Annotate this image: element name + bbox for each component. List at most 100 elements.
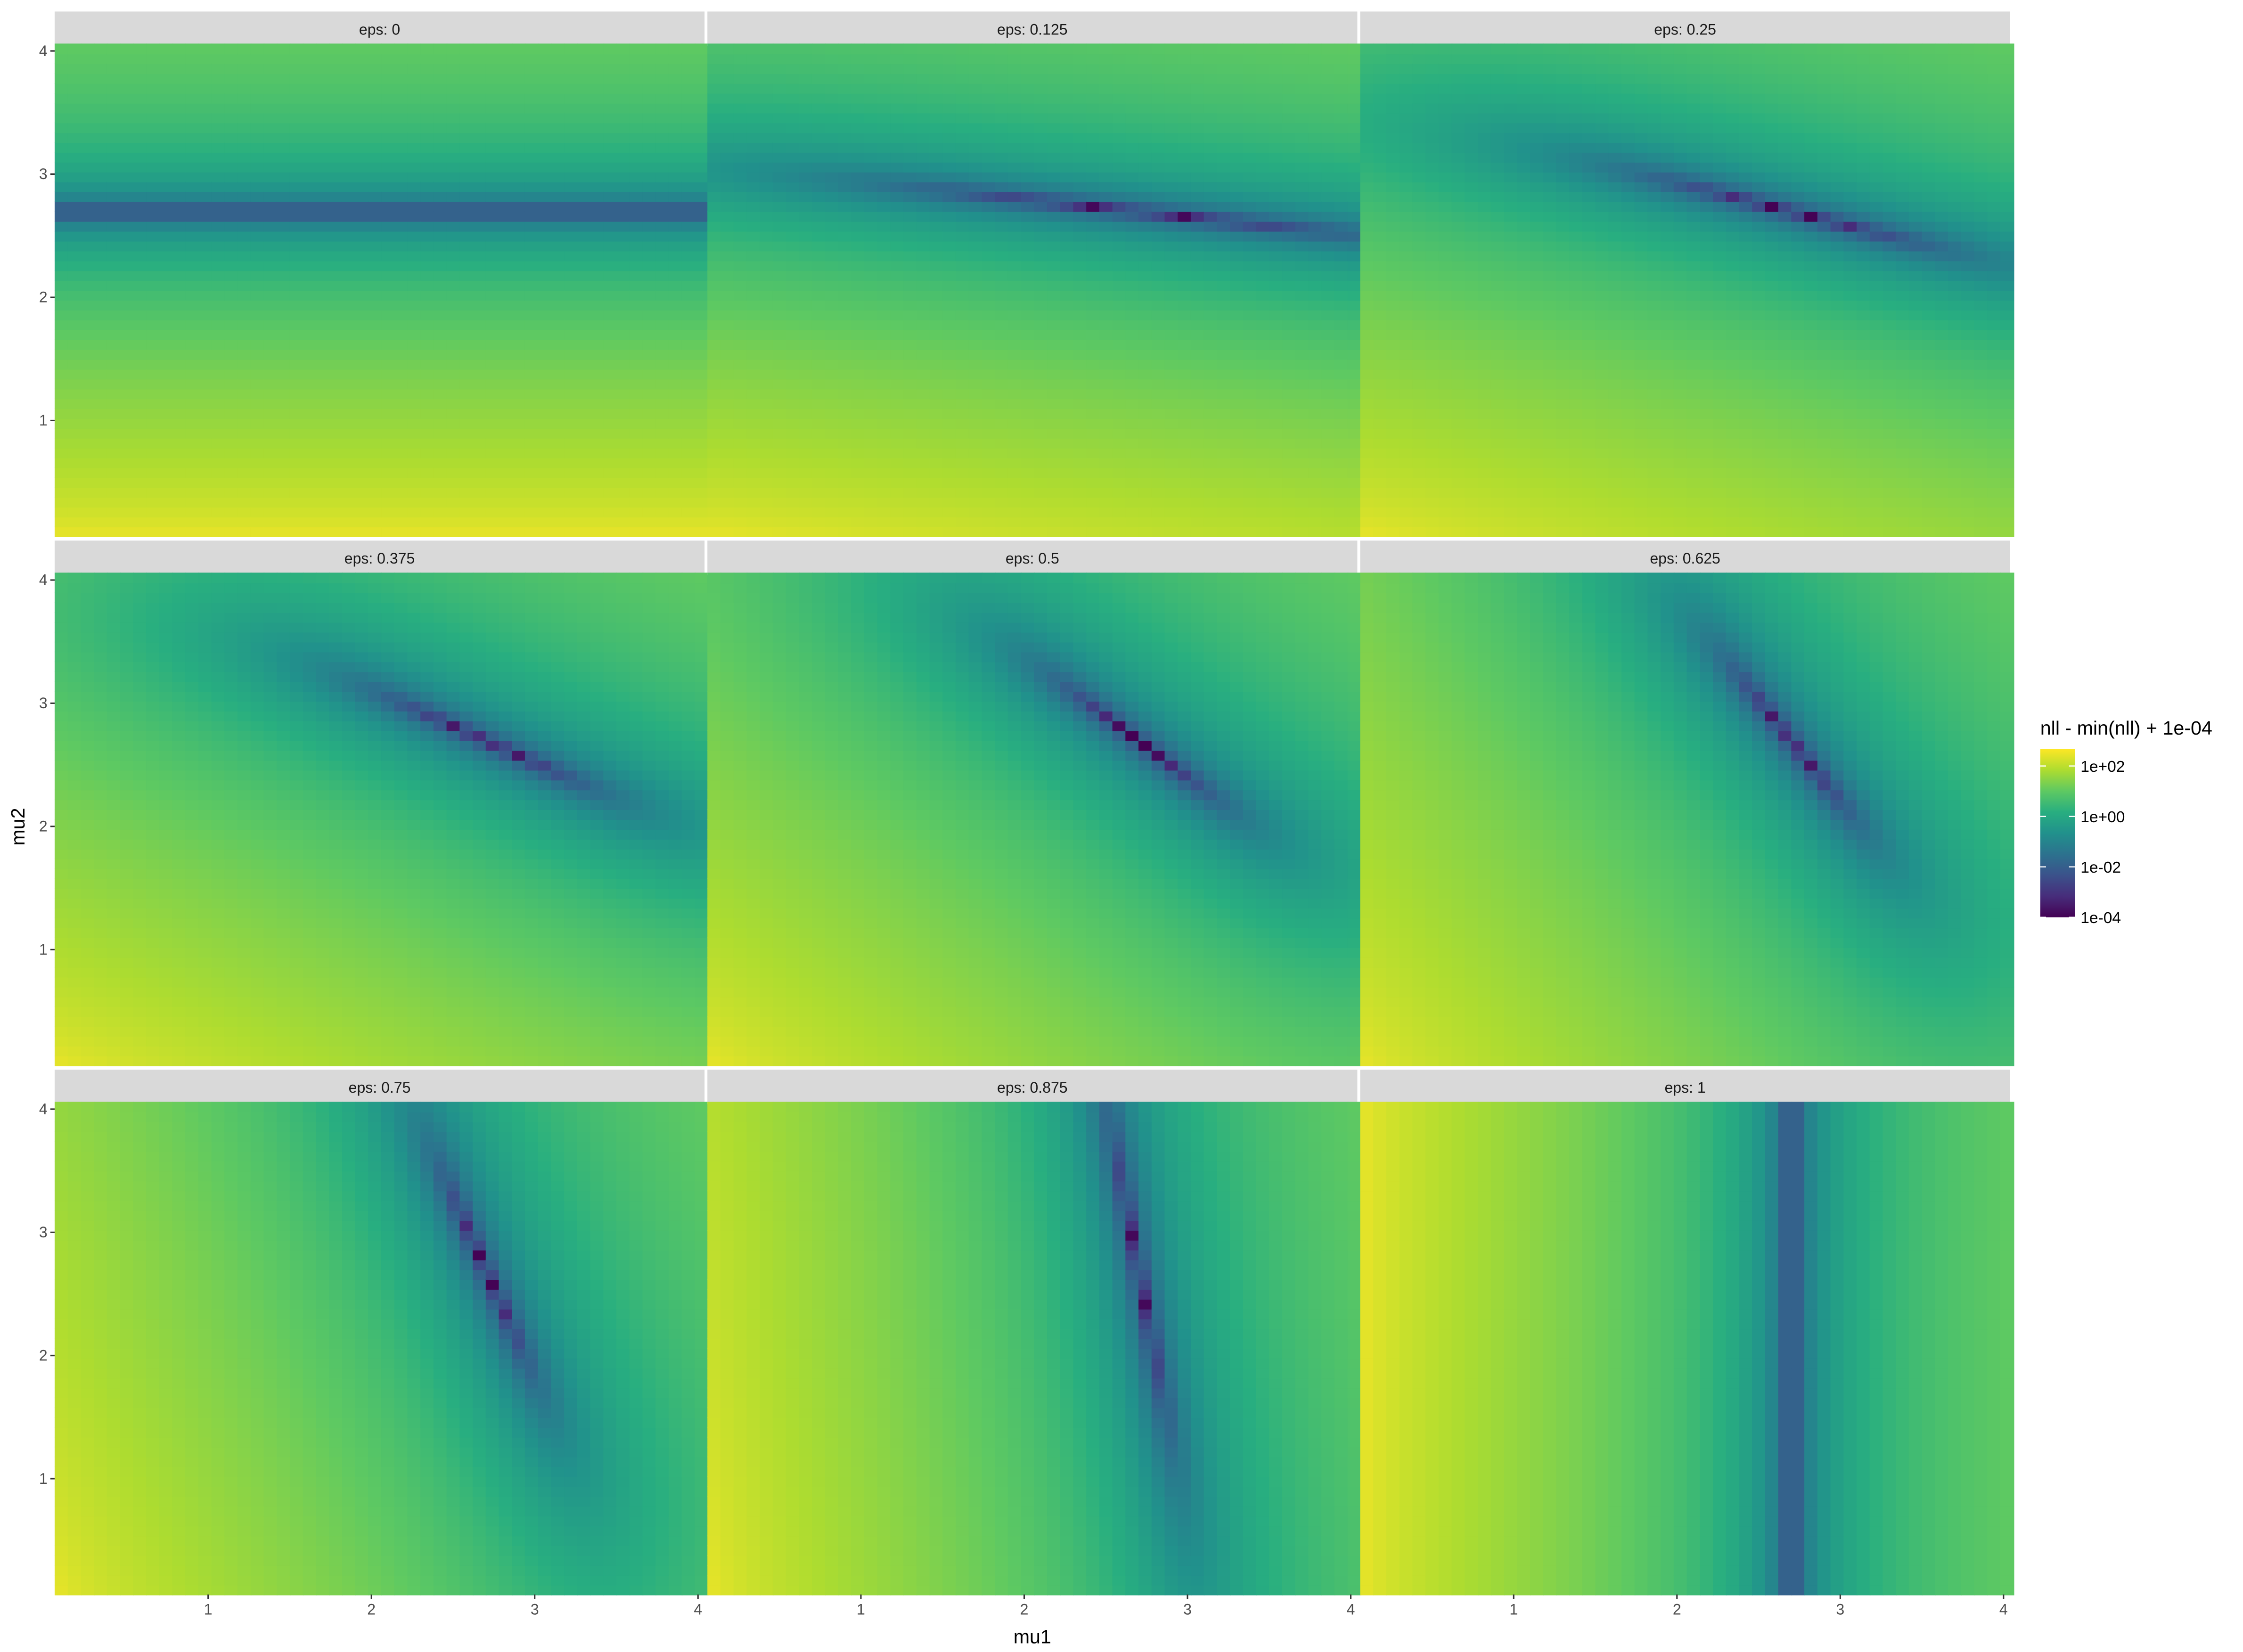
heatmap-cell [1086, 388, 1100, 399]
heatmap-cell [1256, 497, 1270, 508]
heatmap-cell [642, 388, 656, 399]
heatmap-cell [159, 408, 173, 419]
heatmap-cell [55, 201, 69, 212]
heatmap-cell [577, 359, 591, 370]
heatmap-cell [746, 379, 761, 390]
heatmap-cell [172, 280, 186, 291]
heatmap-cell [1073, 63, 1087, 74]
heatmap-cell [890, 310, 904, 320]
heatmap-cell [1021, 438, 1035, 449]
heatmap-cell [459, 319, 474, 330]
heatmap-cell [695, 142, 709, 153]
heatmap-cell [773, 103, 787, 114]
heatmap-cell [1113, 349, 1127, 360]
heatmap-cell [1152, 270, 1166, 281]
heatmap-cell [499, 477, 513, 488]
heatmap-cell [1178, 123, 1192, 133]
heatmap-cell [746, 270, 761, 281]
heatmap-cell [1256, 93, 1270, 104]
heatmap-cell [68, 428, 82, 439]
heatmap-cell [838, 53, 852, 64]
heatmap-cell [1152, 103, 1166, 114]
heatmap-cell [864, 388, 878, 399]
heatmap-cell [616, 349, 630, 360]
heatmap-cell [864, 507, 878, 517]
heatmap-cell [864, 53, 878, 64]
heatmap-cell [1178, 369, 1192, 380]
heatmap-cell [512, 123, 526, 133]
heatmap-cell [394, 113, 409, 123]
heatmap-cell [551, 526, 565, 537]
heatmap-cell [1334, 388, 1349, 399]
heatmap-cell [1295, 251, 1310, 262]
heatmap-cell [1021, 319, 1035, 330]
heatmap-cell [564, 231, 578, 242]
heatmap-cell [773, 467, 787, 478]
heatmap-cell [1021, 379, 1035, 390]
heatmap-cell [342, 487, 356, 498]
heatmap-cell [1113, 300, 1127, 311]
heatmap-cell [316, 270, 330, 281]
heatmap-cell [473, 458, 487, 468]
heatmap-cell [1047, 181, 1061, 192]
heatmap-cell [1113, 448, 1127, 458]
heatmap-cell [1217, 359, 1231, 370]
heatmap-cell [1034, 487, 1048, 498]
heatmap-cell [642, 428, 656, 439]
heatmap-cell [459, 43, 474, 54]
heatmap-cell [133, 339, 147, 350]
heatmap-cell [930, 181, 944, 192]
heatmap-cell [355, 261, 369, 271]
heatmap-cell [655, 191, 670, 202]
heatmap-cell [655, 132, 670, 143]
heatmap-cell [224, 379, 238, 390]
heatmap-cell [746, 438, 761, 449]
heatmap-cell [185, 172, 199, 182]
heatmap-cell [616, 290, 630, 301]
heatmap-cell [734, 418, 748, 429]
heatmap-cell [982, 201, 996, 212]
heatmap-cell [812, 438, 826, 449]
heatmap-cell [799, 231, 813, 242]
heatmap-cell [251, 448, 265, 458]
heatmap-cell [773, 93, 787, 104]
heatmap-cell [682, 211, 696, 222]
heatmap-cell [94, 398, 108, 409]
heatmap-cell [1152, 477, 1166, 488]
heatmap-cell [1008, 516, 1022, 527]
heatmap-cell [381, 300, 395, 311]
heatmap-cell [212, 526, 226, 537]
heatmap-cell [316, 93, 330, 104]
heatmap-cell [825, 329, 839, 340]
heatmap-cell [133, 329, 147, 340]
heatmap-cell [1021, 103, 1035, 114]
heatmap-cell [1348, 398, 1362, 409]
heatmap-cell [982, 93, 996, 104]
heatmap-cell [1282, 43, 1296, 54]
heatmap-cell [786, 507, 800, 517]
heatmap-cell [1348, 448, 1362, 458]
heatmap-cell [642, 369, 656, 380]
heatmap-cell [368, 103, 382, 114]
heatmap-cell [682, 103, 696, 114]
heatmap-cell [1295, 428, 1310, 439]
heatmap-cell [877, 132, 892, 143]
heatmap-cell [603, 103, 617, 114]
heatmap-cell [812, 261, 826, 271]
heatmap-cell [251, 132, 265, 143]
heatmap-cell [1165, 398, 1179, 409]
heatmap-cell [368, 339, 382, 350]
heatmap-cell [303, 477, 317, 488]
heatmap-cell [799, 428, 813, 439]
heatmap-cell [956, 270, 970, 281]
heatmap-cell [1099, 526, 1113, 537]
heatmap-cell [159, 181, 173, 192]
heatmap-cell [355, 329, 369, 340]
heatmap-cell [107, 43, 121, 54]
heatmap-cell [133, 290, 147, 301]
heatmap-cell [447, 408, 461, 419]
heatmap-cell [434, 201, 448, 212]
heatmap-cell [642, 448, 656, 458]
heatmap-cell [995, 458, 1009, 468]
heatmap-cell [746, 172, 761, 182]
